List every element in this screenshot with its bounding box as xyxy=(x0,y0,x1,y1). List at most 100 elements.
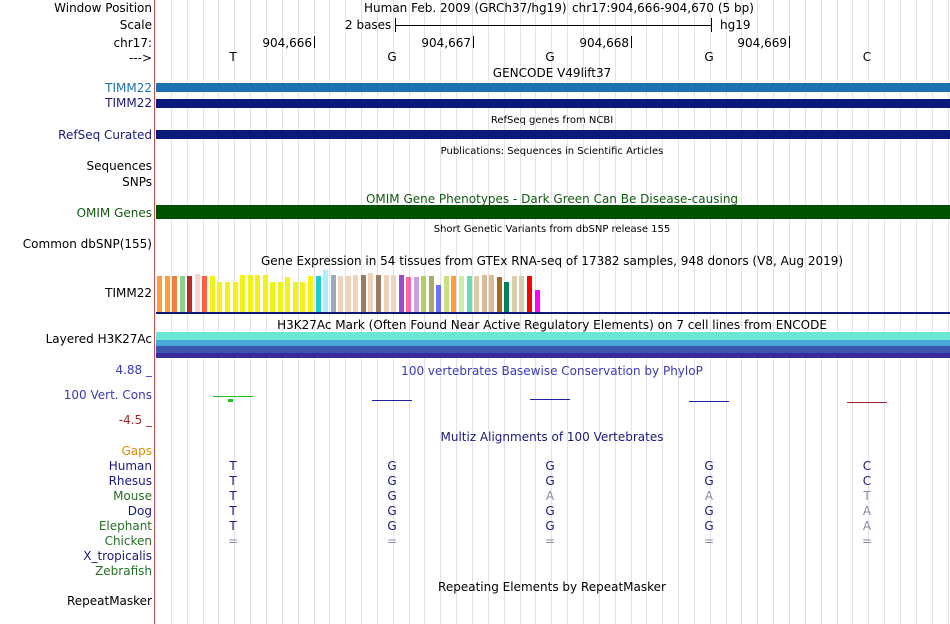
conservation-value-mark xyxy=(847,402,887,403)
gtex-tissue-bar[interactable] xyxy=(368,273,373,312)
gtex-track-title[interactable]: Gene Expression in 54 tissues from GTEx … xyxy=(260,254,844,268)
dbsnp-track-title[interactable]: Short Genetic Variants from dbSNP releas… xyxy=(433,224,671,235)
multiz-species-label[interactable]: X_tropicalis xyxy=(83,549,152,563)
multiz-species-label[interactable]: Human xyxy=(108,459,152,473)
gtex-tissue-bar[interactable] xyxy=(331,275,336,312)
h3k27ac-signal-layer-4[interactable] xyxy=(156,353,950,358)
gtex-tissue-bar[interactable] xyxy=(451,276,456,312)
gtex-tissue-bar[interactable] xyxy=(353,275,358,312)
gtex-tissue-bar[interactable] xyxy=(293,282,298,312)
gtex-tissue-bar[interactable] xyxy=(157,276,162,312)
gtex-tissue-bar[interactable] xyxy=(414,277,419,312)
gtex-tissue-bar[interactable] xyxy=(519,276,524,312)
gtex-tissue-bar[interactable] xyxy=(338,276,343,312)
h3k27ac-signal-layer-1[interactable] xyxy=(156,332,950,340)
conservation-label[interactable]: 100 Vert. Cons xyxy=(63,388,152,402)
multiz-base: A xyxy=(862,504,872,518)
gtex-tissue-bar[interactable] xyxy=(240,275,245,312)
gtex-tissue-bar[interactable] xyxy=(406,277,411,312)
gtex-tissue-bar[interactable] xyxy=(210,276,215,312)
multiz-base: G xyxy=(704,459,714,473)
conservation-track-title[interactable]: 100 vertebrates Basewise Conservation by… xyxy=(401,364,703,378)
repeatmasker-label[interactable]: RepeatMasker xyxy=(66,594,152,608)
gtex-tissue-bar[interactable] xyxy=(421,276,426,312)
gtex-tissue-bar[interactable] xyxy=(278,282,283,312)
gtex-tissue-bar[interactable] xyxy=(361,275,366,312)
gtex-tissue-bar[interactable] xyxy=(535,290,540,312)
gtex-tissue-bar[interactable] xyxy=(346,276,351,312)
position-text: chr17:904,666-904,670 (5 bp) xyxy=(572,1,754,15)
gtex-label[interactable]: TIMM22 xyxy=(105,286,152,300)
gtex-tissue-bar[interactable] xyxy=(233,282,238,312)
gtex-tissue-bar[interactable] xyxy=(172,276,177,312)
gtex-tissue-bar[interactable] xyxy=(323,270,328,312)
gtex-tissue-bar[interactable] xyxy=(270,282,275,312)
gtex-tissue-bar[interactable] xyxy=(474,276,479,312)
gtex-tissue-bar[interactable] xyxy=(467,276,472,312)
gtex-tissue-bar[interactable] xyxy=(217,282,222,312)
data-panel-left-border xyxy=(154,0,155,624)
gtex-tissue-bar[interactable] xyxy=(248,275,253,312)
multiz-species-label[interactable]: Mouse xyxy=(113,489,152,503)
multiz-species-label[interactable]: Elephant xyxy=(98,519,152,533)
gtex-tissue-bar[interactable] xyxy=(195,274,200,312)
multiz-gaps-label[interactable]: Gaps xyxy=(121,444,152,458)
gtex-tissue-bar[interactable] xyxy=(512,276,517,312)
publications-track-title[interactable]: Publications: Sequences in Scientific Ar… xyxy=(440,146,664,157)
publications-label-sequences[interactable]: Sequences xyxy=(86,159,152,173)
gencode-label-1[interactable]: TIMM22 xyxy=(105,81,152,95)
omim-label[interactable]: OMIM Genes xyxy=(76,206,152,220)
multiz-species-label[interactable]: Dog xyxy=(127,504,152,518)
gtex-tissue-bar[interactable] xyxy=(308,276,313,312)
gtex-tissue-bar[interactable] xyxy=(527,276,532,312)
gtex-tissue-bar[interactable] xyxy=(489,275,494,312)
coord-label: 904,667 xyxy=(421,36,471,50)
h3k27ac-label[interactable]: Layered H3K27Ac xyxy=(45,332,152,346)
gencode-track-title[interactable]: GENCODE V49lift37 xyxy=(492,66,612,80)
gtex-tissue-bar[interactable] xyxy=(255,275,260,312)
h3k27ac-signal-layer-2[interactable] xyxy=(156,340,950,346)
gtex-tissue-bar[interactable] xyxy=(497,277,502,312)
omim-gene-bar[interactable] xyxy=(156,205,950,219)
gtex-tissue-bar[interactable] xyxy=(165,276,170,312)
chrom-label[interactable]: chr17: xyxy=(113,36,152,50)
gtex-tissue-bar[interactable] xyxy=(225,282,230,312)
refseq-track-title[interactable]: RefSeq genes from NCBI xyxy=(490,115,614,126)
repeatmasker-track-title[interactable]: Repeating Elements by RepeatMasker xyxy=(438,580,666,594)
gtex-tissue-bar[interactable] xyxy=(180,276,185,312)
scale-label[interactable]: Scale xyxy=(119,18,152,32)
omim-track-title[interactable]: OMIM Gene Phenotypes - Dark Green Can Be… xyxy=(365,192,739,206)
gtex-tissue-bar[interactable] xyxy=(459,276,464,312)
gtex-tissue-bar[interactable] xyxy=(436,285,441,312)
gtex-tissue-bar[interactable] xyxy=(504,282,509,312)
multiz-species-label[interactable]: Rhesus xyxy=(108,474,152,488)
gtex-tissue-bar[interactable] xyxy=(300,282,305,312)
gtex-tissue-bar[interactable] xyxy=(202,276,207,312)
h3k27ac-track-title[interactable]: H3K27Ac Mark (Often Found Near Active Re… xyxy=(277,318,827,332)
gtex-tissue-bar[interactable] xyxy=(187,276,192,312)
multiz-track-title[interactable]: Multiz Alignments of 100 Vertebrates xyxy=(440,430,664,444)
strand-label[interactable]: ---> xyxy=(128,51,152,65)
gtex-tissue-bar[interactable] xyxy=(316,276,321,312)
gtex-tissue-bar[interactable] xyxy=(399,275,404,312)
gtex-tissue-bar[interactable] xyxy=(429,276,434,312)
publications-label-snps[interactable]: SNPs xyxy=(122,175,152,189)
gtex-tissue-bar[interactable] xyxy=(384,275,389,312)
gtex-tissue-bar[interactable] xyxy=(391,275,396,312)
multiz-species-label[interactable]: Chicken xyxy=(104,534,152,548)
gencode-label-2[interactable]: TIMM22 xyxy=(105,96,152,110)
refseq-label[interactable]: RefSeq Curated xyxy=(58,128,152,142)
gtex-tissue-bar[interactable] xyxy=(376,275,381,312)
gencode-transcript-2[interactable] xyxy=(156,99,950,108)
gtex-tissue-bar[interactable] xyxy=(263,275,268,312)
gencode-transcript-1[interactable] xyxy=(156,83,950,92)
gtex-tissue-bar[interactable] xyxy=(444,276,449,312)
gtex-tissue-bar[interactable] xyxy=(285,277,290,312)
gtex-tissue-bar[interactable] xyxy=(482,275,487,312)
h3k27ac-signal-layer-3[interactable] xyxy=(156,346,950,353)
assembly-text: Human Feb. 2009 (GRCh37/hg19) xyxy=(364,1,567,15)
multiz-species-label[interactable]: Zebrafish xyxy=(95,564,152,578)
refseq-gene-bar[interactable] xyxy=(156,130,950,139)
dbsnp-label[interactable]: Common dbSNP(155) xyxy=(22,237,152,251)
